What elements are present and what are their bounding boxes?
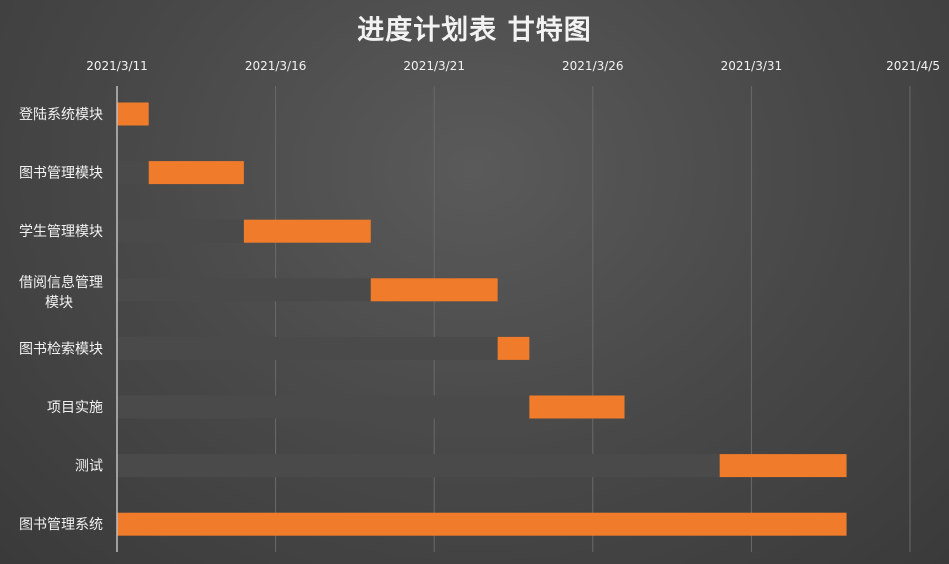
task-bar [719, 454, 847, 478]
task-label: 图书检索模块 [19, 340, 103, 357]
task-bar [148, 161, 244, 185]
task-label: 借阅信息管理模块 [19, 274, 103, 311]
task-label: 登陆系统模块 [19, 107, 103, 123]
x-tick-label: 2021/3/26 [562, 59, 624, 73]
task-bar [243, 219, 371, 243]
task-label: 测试 [75, 459, 103, 475]
offset-bar [117, 454, 720, 478]
task-label: 学生管理模块 [19, 224, 103, 240]
task-label: 图书管理模块 [19, 166, 103, 182]
offset-bar [117, 278, 371, 302]
task-bar [117, 102, 149, 126]
date-axis: 2021/3/11 2021/3/16 2021/3/21 2021/3/26 2021… [86, 59, 940, 73]
chart-title: 进度计划表 甘特图 [357, 15, 592, 46]
task-bars [117, 102, 847, 536]
task-label: 图书管理系统 [19, 517, 103, 533]
task-bar [117, 512, 847, 536]
x-tick-label: 2021/3/16 [245, 59, 307, 73]
task-bar [529, 395, 625, 419]
x-tick-label: 2021/3/11 [86, 59, 148, 73]
offset-bar [117, 219, 244, 243]
x-tick-label: 2021/4/5 [886, 59, 940, 73]
grid-lines [116, 86, 911, 552]
offset-bar [117, 395, 530, 419]
task-bar [497, 336, 530, 360]
task-axis: 登陆系统模块图书管理模块学生管理模块借阅信息管理模块图书检索模块项目实施测试图书… [19, 107, 103, 533]
task-label: 项目实施 [47, 400, 103, 416]
x-tick-label: 2021/3/31 [721, 59, 783, 73]
offset-bar [117, 336, 498, 360]
x-tick-label: 2021/3/21 [403, 59, 465, 73]
task-bar [370, 278, 498, 302]
offset-bar [117, 161, 149, 185]
